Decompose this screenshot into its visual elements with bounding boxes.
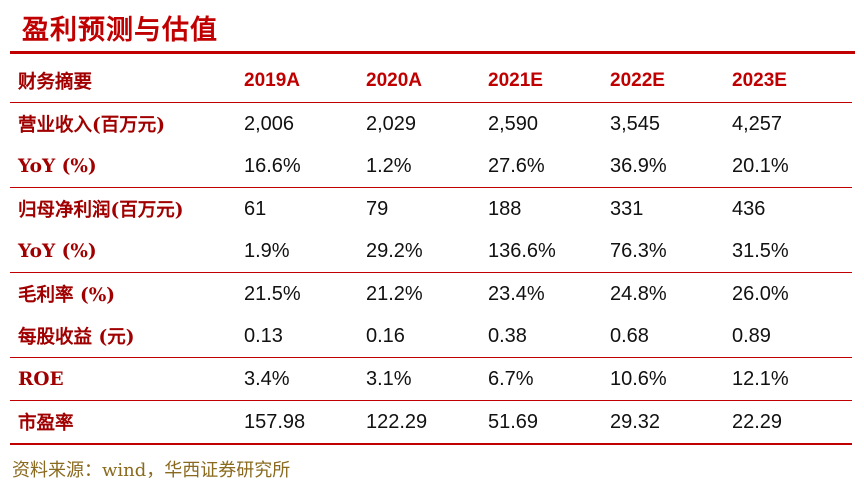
- table-cell: 24.8%: [610, 282, 667, 305]
- row-label: 每股收益 (元): [10, 315, 244, 358]
- year-header: 2021E: [488, 60, 610, 103]
- table-cell: 10.6%: [610, 357, 732, 401]
- table-cell: 2,590: [488, 112, 539, 135]
- row-label: YoY (%): [10, 230, 244, 273]
- table-cell: 136.6%: [488, 230, 610, 273]
- title-divider: [10, 51, 855, 54]
- table-cell: 29.32: [610, 400, 732, 445]
- table-cell: 22.29: [732, 400, 852, 445]
- table-cell: 2,029: [366, 112, 417, 135]
- table-cell: 31.5%: [732, 230, 852, 273]
- table-cell: 331: [610, 197, 644, 220]
- table-cell: 3.1%: [366, 357, 488, 401]
- header-label: 财务摘要: [10, 60, 244, 103]
- row-label: YoY (%): [10, 145, 244, 188]
- table-cell: 0.38: [488, 315, 610, 358]
- table-cell: 23.4%: [488, 282, 545, 305]
- table-row: 营业收入(百万元) 2,006 2,029 2,590 3,545 4,257: [10, 103, 852, 146]
- row-label: ROE: [10, 357, 244, 401]
- row-label: 营业收入(百万元): [18, 115, 166, 136]
- table-cell: 16.6%: [244, 145, 366, 188]
- table-cell: 12.1%: [732, 357, 852, 401]
- table-cell: 21.5%: [244, 282, 301, 305]
- row-label: 毛利率 (%): [18, 285, 116, 306]
- table-row: 市盈率 157.98 122.29 51.69 29.32 22.29: [10, 400, 852, 445]
- table-cell: 1.9%: [244, 230, 366, 273]
- year-header: 2022E: [610, 60, 732, 103]
- table-cell: 26.0%: [732, 282, 789, 305]
- table-cell: 21.2%: [366, 282, 423, 305]
- table-cell: 157.98: [244, 400, 366, 445]
- table-cell: 6.7%: [488, 357, 610, 401]
- table-cell: 51.69: [488, 400, 610, 445]
- table-row: YoY (%) 16.6% 1.2% 27.6% 36.9% 20.1%: [10, 145, 852, 188]
- year-header: 2023E: [732, 60, 852, 103]
- table-cell: 76.3%: [610, 230, 732, 273]
- table-row: ROE 3.4% 3.1% 6.7% 10.6% 12.1%: [10, 357, 852, 401]
- table-cell: 79: [366, 197, 389, 220]
- table-cell: 0.16: [366, 315, 488, 358]
- table-cell: 29.2%: [366, 230, 488, 273]
- year-header: 2020A: [366, 60, 488, 103]
- source-note: 资料来源：wind，华西证券研究所: [12, 460, 291, 481]
- row-label: 归母净利润(百万元): [18, 200, 184, 221]
- table-cell: 61: [244, 197, 267, 220]
- table-cell: 2,006: [244, 112, 295, 135]
- table-cell: 27.6%: [488, 145, 610, 188]
- table-cell: 1.2%: [366, 145, 488, 188]
- table-cell: 0.13: [244, 315, 366, 358]
- table-header-row: 财务摘要 2019A 2020A 2021E 2022E 2023E: [10, 60, 852, 103]
- row-label: 市盈率: [10, 400, 244, 445]
- table-cell: 436: [732, 197, 766, 220]
- table-cell: 0.89: [732, 315, 852, 358]
- table-cell: 0.68: [610, 315, 732, 358]
- table-cell: 3.4%: [244, 357, 366, 401]
- table-cell: 4,257: [732, 112, 783, 135]
- table-row: 每股收益 (元) 0.13 0.16 0.38 0.68 0.89: [10, 315, 852, 358]
- table-cell: 3,545: [610, 112, 661, 135]
- table-cell: 36.9%: [610, 145, 732, 188]
- table-cell: 122.29: [366, 400, 488, 445]
- table-row: 归母净利润(百万元) 61 79 188 331 436: [10, 188, 852, 231]
- table-row: YoY (%) 1.9% 29.2% 136.6% 76.3% 31.5%: [10, 230, 852, 273]
- year-header: 2019A: [244, 60, 366, 103]
- financial-summary-table: 财务摘要 2019A 2020A 2021E 2022E 2023E 营业收入(…: [10, 60, 852, 445]
- page-title: 盈利预测与估值: [22, 15, 218, 46]
- table-cell: 20.1%: [732, 145, 852, 188]
- table-cell: 188: [488, 197, 522, 220]
- table-row: 毛利率 (%) 21.5% 21.2% 23.4% 24.8% 26.0%: [10, 273, 852, 316]
